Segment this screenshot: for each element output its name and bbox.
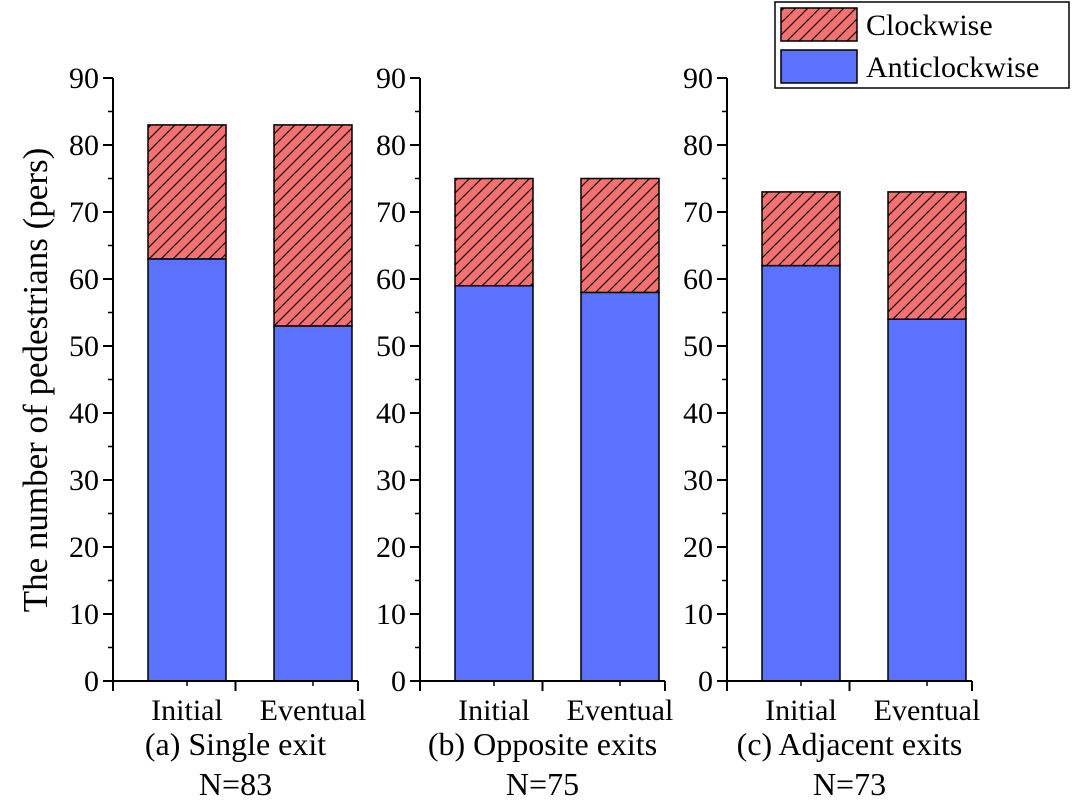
panel-note: N=83 xyxy=(199,766,272,800)
y-tick-label: 20 xyxy=(69,531,99,564)
x-tick-label: Eventual xyxy=(874,694,981,727)
bar-clockwise-eventual xyxy=(273,124,353,327)
panel-note: N=73 xyxy=(813,766,886,800)
y-tick-label: 80 xyxy=(376,129,406,162)
bar-anticlockwise-initial xyxy=(147,258,227,682)
bar-anticlockwise-eventual xyxy=(580,291,660,682)
y-tick-label: 90 xyxy=(376,62,406,95)
y-tick-label: 80 xyxy=(683,129,713,162)
y-axis-label: The number of pedestrians (pers) xyxy=(16,148,55,613)
legend-label-clockwise: Clockwise xyxy=(866,9,993,42)
legend-swatch-clockwise xyxy=(780,7,858,42)
y-tick-label: 50 xyxy=(683,330,713,363)
x-tick-label: Initial xyxy=(151,694,223,727)
y-tick-label: 90 xyxy=(683,62,713,95)
y-tick-label: 40 xyxy=(376,397,406,430)
chart-panel-2: Initial Eventual 0 10 20 30 40 50 60 70 80 90 (b) Op… xyxy=(376,62,674,802)
panel-subtitle: (c) Adjacent exits xyxy=(737,726,963,762)
y-tick-label: 0 xyxy=(84,665,99,698)
y-tick-label: 0 xyxy=(698,665,713,698)
x-tick-label: Initial xyxy=(458,694,530,727)
chart-panel-1: Initial Eventual 0 10 20 30 40 50 60 70 80 90 (a) Si… xyxy=(16,62,367,802)
bar-anticlockwise-eventual xyxy=(273,325,353,682)
y-tick-label: 60 xyxy=(376,263,406,296)
x-tick-label: Eventual xyxy=(260,694,367,727)
bar-anticlockwise-eventual xyxy=(887,318,967,682)
y-tick-label: 10 xyxy=(683,598,713,631)
bar-clockwise-eventual xyxy=(580,177,660,294)
bar-clockwise-initial xyxy=(761,191,841,267)
bar-anticlockwise-initial xyxy=(761,264,841,682)
y-tick-label: 50 xyxy=(376,330,406,363)
x-tick-label: Eventual xyxy=(567,694,674,727)
y-tick-label: 90 xyxy=(69,62,99,95)
y-tick-label: 80 xyxy=(69,129,99,162)
legend-swatch-anticlockwise xyxy=(780,49,858,84)
y-tick-label: 20 xyxy=(376,531,406,564)
chart-panel-3: Initial Eventual 0 10 20 30 40 50 60 70 80 90 (c) Ad… xyxy=(683,62,981,802)
bar-clockwise-initial xyxy=(454,177,534,287)
y-tick-label: 30 xyxy=(69,464,99,497)
legend: Clockwise Anticlockwise xyxy=(774,1,1070,89)
bar-clockwise-initial xyxy=(147,124,227,260)
y-tick-label: 10 xyxy=(69,598,99,631)
y-tick-label: 50 xyxy=(69,330,99,363)
y-tick-label: 40 xyxy=(69,397,99,430)
y-tick-label: 70 xyxy=(683,196,713,229)
bar-anticlockwise-initial xyxy=(454,284,534,682)
panel-subtitle: (b) Opposite exits xyxy=(428,726,657,762)
y-tick-label: 10 xyxy=(376,598,406,631)
x-tick-label: Initial xyxy=(765,694,837,727)
y-tick-label: 70 xyxy=(376,196,406,229)
y-tick-label: 40 xyxy=(683,397,713,430)
bar-clockwise-eventual xyxy=(887,191,967,320)
y-tick-label: 70 xyxy=(69,196,99,229)
y-tick-label: 30 xyxy=(376,464,406,497)
legend-label-anticlockwise: Anticlockwise xyxy=(866,51,1039,84)
panel-note: N=75 xyxy=(506,766,579,800)
panel-subtitle: (a) Single exit xyxy=(145,726,326,762)
y-tick-label: 0 xyxy=(391,665,406,698)
y-tick-label: 30 xyxy=(683,464,713,497)
y-tick-label: 60 xyxy=(69,263,99,296)
y-tick-label: 60 xyxy=(683,263,713,296)
y-tick-label: 20 xyxy=(683,531,713,564)
